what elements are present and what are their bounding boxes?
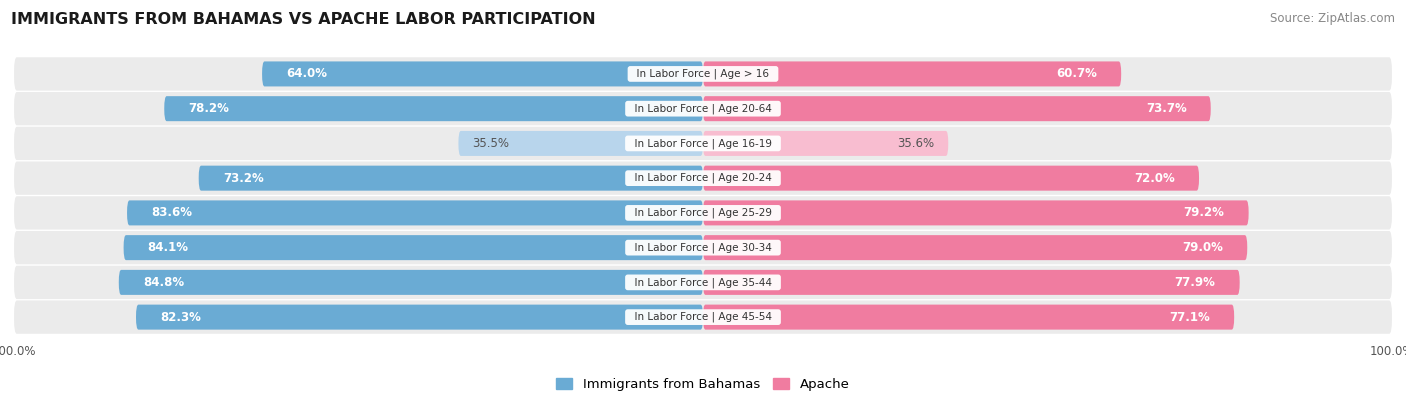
FancyBboxPatch shape bbox=[14, 301, 1392, 334]
FancyBboxPatch shape bbox=[165, 96, 703, 121]
FancyBboxPatch shape bbox=[703, 62, 1121, 87]
FancyBboxPatch shape bbox=[703, 235, 1247, 260]
Legend: Immigrants from Bahamas, Apache: Immigrants from Bahamas, Apache bbox=[551, 373, 855, 395]
FancyBboxPatch shape bbox=[14, 162, 1392, 195]
Text: In Labor Force | Age 35-44: In Labor Force | Age 35-44 bbox=[627, 277, 779, 288]
FancyBboxPatch shape bbox=[124, 235, 703, 260]
FancyBboxPatch shape bbox=[14, 127, 1392, 160]
Text: 73.7%: 73.7% bbox=[1146, 102, 1187, 115]
Text: 77.1%: 77.1% bbox=[1170, 310, 1211, 324]
Text: 78.2%: 78.2% bbox=[188, 102, 229, 115]
FancyBboxPatch shape bbox=[703, 131, 948, 156]
FancyBboxPatch shape bbox=[262, 62, 703, 87]
FancyBboxPatch shape bbox=[703, 200, 1249, 226]
Text: 35.6%: 35.6% bbox=[897, 137, 935, 150]
FancyBboxPatch shape bbox=[703, 96, 1211, 121]
FancyBboxPatch shape bbox=[14, 231, 1392, 264]
FancyBboxPatch shape bbox=[136, 305, 703, 329]
FancyBboxPatch shape bbox=[14, 57, 1392, 90]
Text: In Labor Force | Age 20-24: In Labor Force | Age 20-24 bbox=[628, 173, 778, 183]
FancyBboxPatch shape bbox=[14, 92, 1392, 125]
Text: 83.6%: 83.6% bbox=[152, 207, 193, 219]
FancyBboxPatch shape bbox=[703, 166, 1199, 191]
Text: In Labor Force | Age 45-54: In Labor Force | Age 45-54 bbox=[627, 312, 779, 322]
Text: 35.5%: 35.5% bbox=[472, 137, 509, 150]
FancyBboxPatch shape bbox=[14, 266, 1392, 299]
Text: In Labor Force | Age 16-19: In Labor Force | Age 16-19 bbox=[627, 138, 779, 149]
Text: 84.1%: 84.1% bbox=[148, 241, 188, 254]
FancyBboxPatch shape bbox=[118, 270, 703, 295]
Text: In Labor Force | Age > 16: In Labor Force | Age > 16 bbox=[630, 69, 776, 79]
Text: In Labor Force | Age 20-64: In Labor Force | Age 20-64 bbox=[628, 103, 778, 114]
FancyBboxPatch shape bbox=[458, 131, 703, 156]
Text: 64.0%: 64.0% bbox=[287, 68, 328, 81]
FancyBboxPatch shape bbox=[198, 166, 703, 191]
Text: 82.3%: 82.3% bbox=[160, 310, 201, 324]
FancyBboxPatch shape bbox=[703, 305, 1234, 329]
FancyBboxPatch shape bbox=[14, 196, 1392, 229]
Text: 79.0%: 79.0% bbox=[1182, 241, 1223, 254]
Text: 84.8%: 84.8% bbox=[143, 276, 184, 289]
Text: Source: ZipAtlas.com: Source: ZipAtlas.com bbox=[1270, 12, 1395, 25]
Text: 79.2%: 79.2% bbox=[1184, 207, 1225, 219]
Text: In Labor Force | Age 30-34: In Labor Force | Age 30-34 bbox=[628, 243, 778, 253]
Text: 60.7%: 60.7% bbox=[1056, 68, 1097, 81]
FancyBboxPatch shape bbox=[703, 270, 1240, 295]
Text: 73.2%: 73.2% bbox=[222, 172, 263, 184]
FancyBboxPatch shape bbox=[127, 200, 703, 226]
Text: IMMIGRANTS FROM BAHAMAS VS APACHE LABOR PARTICIPATION: IMMIGRANTS FROM BAHAMAS VS APACHE LABOR … bbox=[11, 12, 596, 27]
Text: 72.0%: 72.0% bbox=[1135, 172, 1175, 184]
Text: 77.9%: 77.9% bbox=[1174, 276, 1216, 289]
Text: In Labor Force | Age 25-29: In Labor Force | Age 25-29 bbox=[627, 208, 779, 218]
